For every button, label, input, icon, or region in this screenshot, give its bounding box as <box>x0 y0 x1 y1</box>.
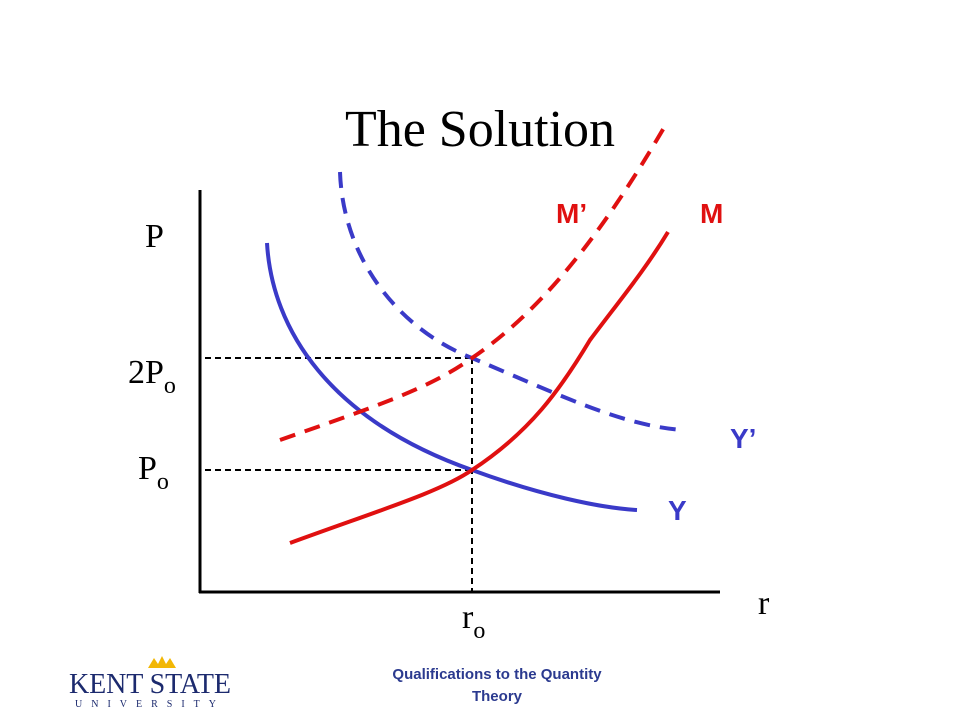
level-subscript: o <box>157 469 169 495</box>
logo-mark <box>148 656 176 668</box>
level-subscript: o <box>164 373 176 399</box>
slide-title: The Solution <box>345 101 615 158</box>
guide-lines <box>205 357 473 592</box>
curve-label: Y’ <box>730 423 756 454</box>
footer-line: Theory <box>472 688 523 705</box>
level-subscript: o <box>473 618 485 644</box>
curve-m <box>289 230 670 545</box>
level-text: 2P <box>128 354 164 391</box>
axes <box>198 190 720 594</box>
curve-y-prime <box>338 171 683 432</box>
footer-line: Qualifications to the Quantity <box>392 666 602 683</box>
level-text: r <box>462 599 474 636</box>
curve-label: M <box>700 198 723 229</box>
y-axis-label: P <box>145 218 164 255</box>
curve-y <box>265 242 638 512</box>
curve-m-prime <box>279 124 667 442</box>
logo-sub: UNIVERSITY <box>75 699 225 710</box>
curve-label: M’ <box>556 198 587 229</box>
level-label: Po <box>138 450 169 495</box>
logo-name: KENT STATE <box>69 669 231 700</box>
x-level-label: ro <box>462 599 485 644</box>
level-label: 2Po <box>128 354 176 399</box>
curve-label: Y <box>668 495 687 526</box>
level-text: P <box>138 450 157 487</box>
logo: KENT STATE UNIVERSITY <box>69 656 231 710</box>
x-axis-label: r <box>758 585 770 622</box>
